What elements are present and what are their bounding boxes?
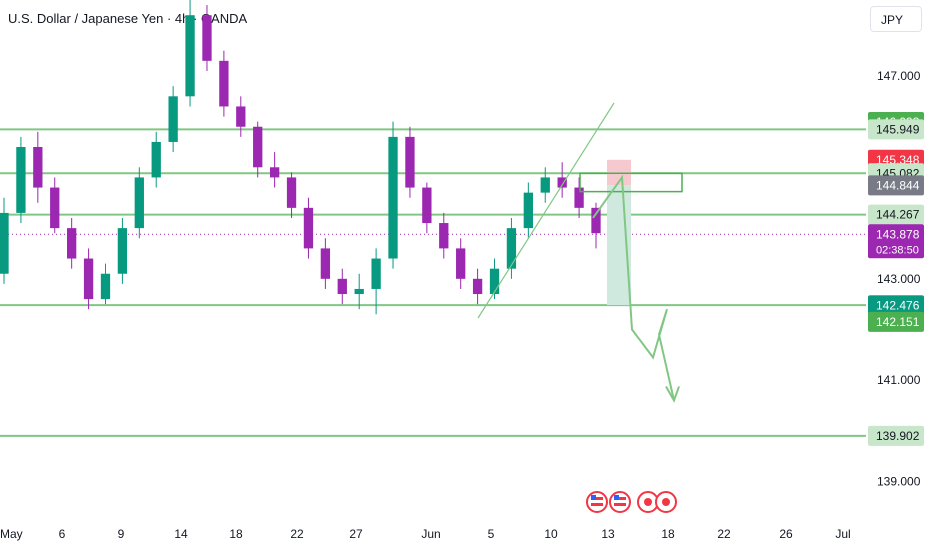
candle[interactable] [456,248,466,279]
event-dot [644,498,652,506]
candle[interactable] [405,136,415,188]
us-flag-icon[interactable] [586,491,608,513]
candle[interactable] [236,106,246,127]
candle[interactable] [185,15,195,97]
candle[interactable] [253,126,263,168]
x-tick-label: Jul [835,527,850,541]
currency-selector[interactable]: JPY [870,6,922,32]
candle[interactable] [100,273,111,300]
flag-canton [591,495,596,500]
price-label: 144.267 [876,208,920,222]
candle[interactable] [591,207,601,234]
x-tick-label: 27 [349,527,363,541]
us-flag-icon[interactable] [609,491,631,513]
candle[interactable] [422,187,432,224]
x-tick-label: 14 [174,527,188,541]
candle[interactable] [439,223,449,249]
candle[interactable] [388,136,398,259]
flag-stripe [591,497,603,500]
price-label: 142.476 [876,298,920,312]
x-tick-label: May [0,527,23,541]
candle[interactable] [303,207,314,249]
candle[interactable] [0,212,9,274]
candle[interactable] [269,167,280,178]
projection-path[interactable] [592,174,675,401]
candle[interactable] [523,192,533,229]
candle[interactable] [574,187,584,208]
y-tick-label: 139.000 [877,475,921,489]
price-label-badge [868,425,924,446]
candle[interactable] [371,258,381,289]
x-tick-label: 22 [717,527,731,541]
trend-line[interactable] [477,102,615,319]
x-tick-label: 26 [779,527,793,541]
x-tick-label: 10 [544,527,558,541]
candle[interactable] [354,288,364,295]
candle[interactable] [151,141,161,178]
candle[interactable] [540,177,550,193]
candle[interactable] [134,177,144,229]
candle[interactable] [286,177,297,208]
price-label-badge [868,311,924,332]
candle[interactable] [117,228,128,274]
candle[interactable] [557,177,567,188]
flag-stripe [614,503,626,506]
candle[interactable] [506,228,517,269]
candle[interactable] [83,258,94,300]
x-tick-label: 18 [229,527,243,541]
price-label: 144.844 [876,178,920,192]
price-label-badge [868,175,924,196]
price-label: 139.902 [876,429,920,443]
flag-stripe [614,497,626,500]
x-tick-label: Jun [421,527,440,541]
x-tick-label: 9 [118,527,125,541]
candle[interactable] [33,147,43,188]
price-label-badge [868,204,924,225]
event-dot [662,498,670,506]
supply-zone[interactable] [579,172,683,193]
x-tick-label: 18 [661,527,675,541]
bar-countdown: 02:38:50 [876,244,919,256]
candle[interactable] [320,248,331,279]
candle[interactable] [472,278,483,295]
projection-arrowhead [665,385,680,403]
price-label-badge [868,295,924,316]
x-tick-label: 6 [59,527,66,541]
price-label-badge [868,224,924,259]
price-label: 142.151 [876,315,920,329]
time-axis [0,512,932,550]
candle[interactable] [50,187,60,229]
y-tick-label: 141.000 [877,373,921,387]
candle[interactable] [67,228,77,259]
candle[interactable] [489,268,500,295]
price-label-badge [868,119,924,140]
candle[interactable] [337,278,347,295]
price-label: 143.878 [876,227,920,241]
candle[interactable] [16,147,26,213]
x-tick-label: 5 [488,527,495,541]
x-tick-label: 22 [290,527,304,541]
flag-stripe [591,503,603,506]
candle[interactable] [168,96,178,142]
flag-canton [614,495,619,500]
price-label: 145.949 [876,122,920,136]
candle[interactable] [219,60,229,107]
y-tick-label: 143.000 [877,272,921,286]
candle[interactable] [202,15,212,61]
x-tick-label: 13 [601,527,615,541]
y-tick-label: 147.000 [877,69,921,83]
